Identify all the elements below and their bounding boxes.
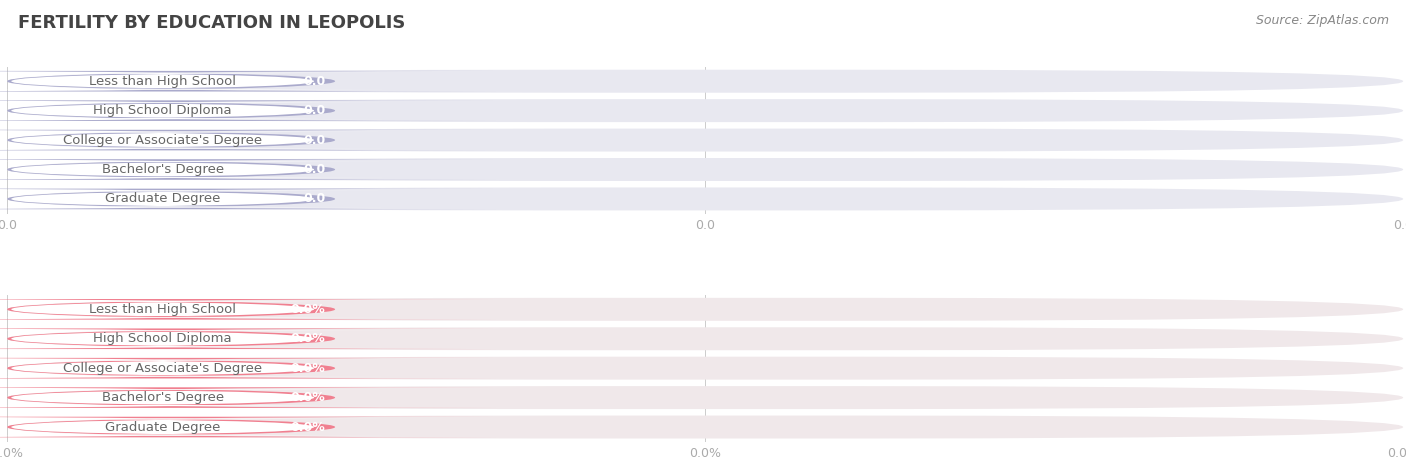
FancyBboxPatch shape	[7, 386, 1403, 409]
FancyBboxPatch shape	[0, 328, 496, 349]
Text: College or Associate's Degree: College or Associate's Degree	[63, 361, 263, 375]
FancyBboxPatch shape	[0, 299, 496, 320]
Text: FERTILITY BY EDUCATION IN LEOPOLIS: FERTILITY BY EDUCATION IN LEOPOLIS	[18, 14, 406, 32]
Text: 0.0: 0.0	[304, 104, 325, 117]
FancyBboxPatch shape	[0, 389, 412, 406]
FancyBboxPatch shape	[0, 387, 496, 408]
Text: 0.0%: 0.0%	[291, 420, 325, 434]
FancyBboxPatch shape	[0, 100, 496, 121]
FancyBboxPatch shape	[7, 416, 1403, 438]
Text: Graduate Degree: Graduate Degree	[105, 192, 221, 206]
Text: High School Diploma: High School Diploma	[93, 332, 232, 345]
Text: Bachelor's Degree: Bachelor's Degree	[101, 163, 224, 176]
FancyBboxPatch shape	[0, 102, 412, 119]
Text: 0.0%: 0.0%	[291, 332, 325, 345]
FancyBboxPatch shape	[0, 301, 412, 318]
FancyBboxPatch shape	[7, 298, 1403, 321]
FancyBboxPatch shape	[0, 159, 496, 180]
Text: Graduate Degree: Graduate Degree	[105, 420, 221, 434]
Text: 0.0: 0.0	[304, 75, 325, 88]
FancyBboxPatch shape	[0, 130, 496, 151]
Text: Less than High School: Less than High School	[89, 303, 236, 316]
Text: High School Diploma: High School Diploma	[93, 104, 232, 117]
FancyBboxPatch shape	[0, 132, 412, 149]
FancyBboxPatch shape	[0, 330, 412, 347]
Text: 0.0: 0.0	[304, 133, 325, 147]
FancyBboxPatch shape	[7, 327, 1403, 350]
Text: 0.0: 0.0	[304, 192, 325, 206]
FancyBboxPatch shape	[0, 190, 412, 208]
Text: Bachelor's Degree: Bachelor's Degree	[101, 391, 224, 404]
Text: Less than High School: Less than High School	[89, 75, 236, 88]
FancyBboxPatch shape	[7, 129, 1403, 152]
FancyBboxPatch shape	[7, 188, 1403, 210]
FancyBboxPatch shape	[0, 417, 496, 437]
FancyBboxPatch shape	[7, 70, 1403, 93]
Text: College or Associate's Degree: College or Associate's Degree	[63, 133, 263, 147]
Text: 0.0: 0.0	[304, 163, 325, 176]
FancyBboxPatch shape	[0, 358, 496, 379]
Text: 0.0%: 0.0%	[291, 391, 325, 404]
FancyBboxPatch shape	[7, 99, 1403, 122]
Text: 0.0%: 0.0%	[291, 361, 325, 375]
Text: 0.0%: 0.0%	[291, 303, 325, 316]
FancyBboxPatch shape	[0, 189, 496, 209]
FancyBboxPatch shape	[7, 357, 1403, 380]
Text: Source: ZipAtlas.com: Source: ZipAtlas.com	[1256, 14, 1389, 27]
FancyBboxPatch shape	[0, 418, 412, 436]
FancyBboxPatch shape	[0, 161, 412, 178]
FancyBboxPatch shape	[7, 158, 1403, 181]
FancyBboxPatch shape	[0, 360, 412, 377]
FancyBboxPatch shape	[0, 71, 496, 92]
FancyBboxPatch shape	[0, 73, 412, 90]
